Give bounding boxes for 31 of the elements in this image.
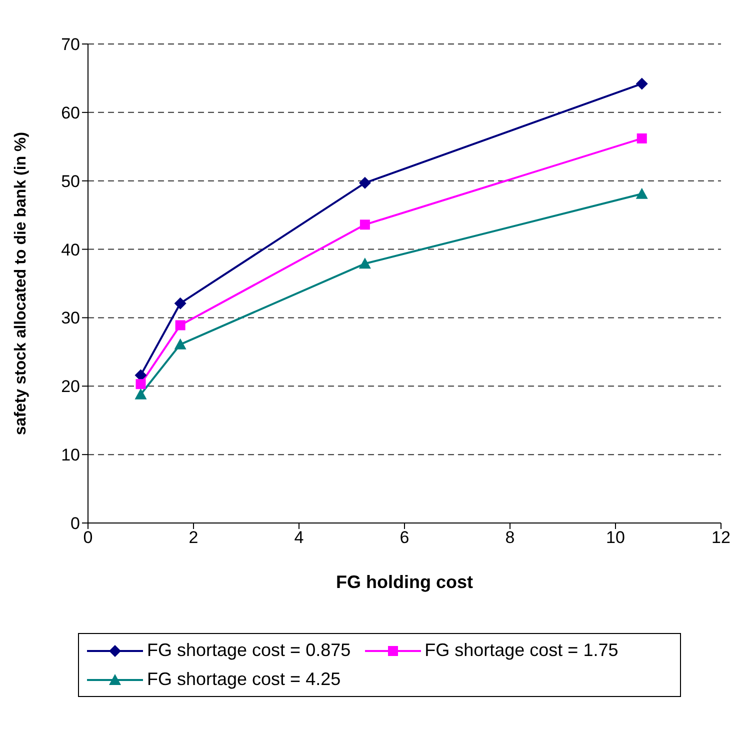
- point: [636, 78, 648, 90]
- point: [174, 338, 186, 350]
- x-tick-label: 0: [83, 528, 93, 548]
- y-tick-label: 30: [61, 308, 80, 328]
- x-tick-label: 12: [712, 528, 730, 548]
- legend-label: FG shortage cost = 1.75: [424, 640, 618, 661]
- x-axis-title: FG holding cost: [336, 572, 473, 592]
- point: [175, 320, 186, 330]
- y-tick-label: 0: [70, 514, 80, 534]
- point: [360, 220, 370, 230]
- legend-label: FG shortage cost = 4.25: [147, 669, 341, 690]
- point: [134, 388, 147, 400]
- x-tick-label: 2: [188, 528, 198, 548]
- point: [358, 258, 371, 269]
- x-tick-label: 10: [606, 528, 625, 548]
- x-tick-label: 6: [400, 528, 410, 548]
- point: [358, 176, 371, 189]
- point: [136, 379, 146, 390]
- legend-label: FG shortage cost = 0.875: [147, 640, 351, 661]
- y-tick-label: 70: [61, 35, 80, 54]
- point: [636, 188, 648, 199]
- y-tick-label: 50: [61, 172, 80, 191]
- y-tick-label: 20: [61, 377, 80, 396]
- y-tick-label: 10: [61, 446, 80, 465]
- point: [636, 133, 647, 144]
- point: [174, 297, 186, 310]
- y-tick-label: 60: [61, 103, 80, 122]
- x-tick-label: 8: [505, 528, 515, 548]
- x-tick-label: 4: [294, 528, 304, 548]
- y-tick-label: 40: [61, 240, 80, 260]
- y-axis-title: safety stock allocated to die bank (in %): [12, 132, 30, 436]
